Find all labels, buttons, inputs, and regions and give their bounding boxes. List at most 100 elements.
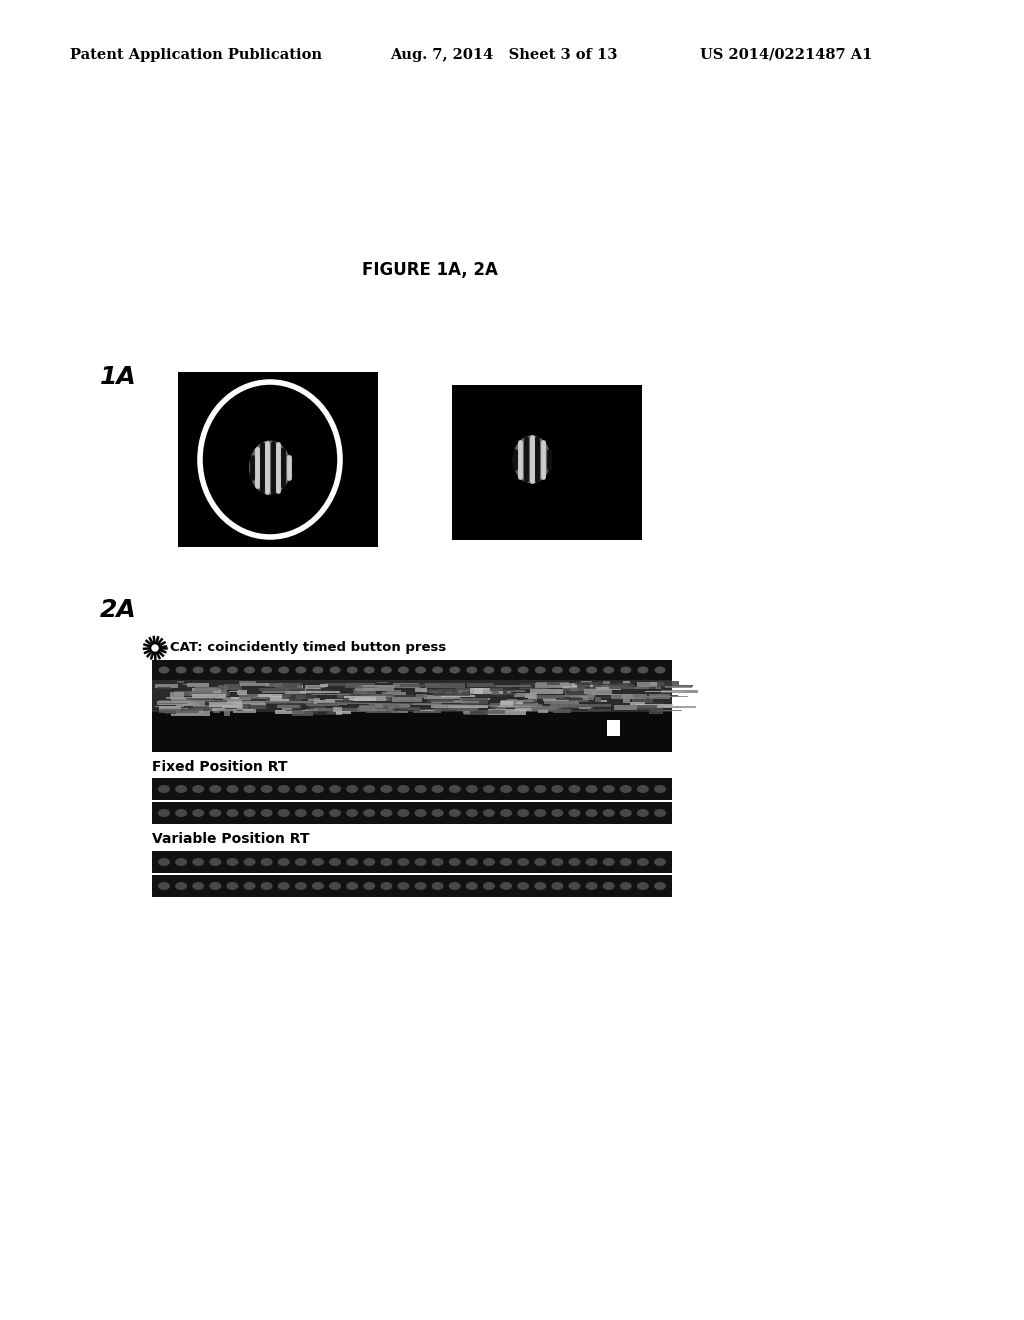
Bar (159, 709, 199, 713)
Bar (296, 694, 307, 698)
Bar (224, 684, 243, 690)
Ellipse shape (397, 809, 410, 817)
Ellipse shape (347, 667, 357, 673)
Bar (427, 700, 454, 702)
Text: US 2014/0221487 A1: US 2014/0221487 A1 (700, 48, 872, 62)
Ellipse shape (517, 809, 529, 817)
Bar (514, 693, 537, 697)
Bar (492, 689, 499, 694)
Bar (170, 692, 184, 697)
Ellipse shape (295, 882, 307, 890)
Bar (608, 685, 635, 689)
Bar (596, 688, 621, 690)
Bar (519, 682, 557, 688)
Bar (237, 704, 266, 709)
Ellipse shape (415, 858, 427, 866)
Bar (386, 690, 401, 693)
Ellipse shape (621, 667, 631, 673)
Bar (467, 684, 494, 688)
Ellipse shape (244, 882, 256, 890)
Ellipse shape (535, 809, 546, 817)
Bar (607, 685, 628, 688)
Bar (382, 692, 393, 694)
Bar (536, 682, 568, 688)
Bar (237, 690, 248, 694)
Bar (270, 696, 289, 701)
Bar (269, 698, 302, 704)
Ellipse shape (432, 667, 443, 673)
Bar (209, 702, 243, 708)
Bar (603, 681, 609, 684)
Bar (601, 700, 607, 702)
Bar (304, 696, 317, 698)
Bar (467, 690, 507, 697)
Bar (665, 706, 695, 708)
Bar (660, 706, 679, 709)
Ellipse shape (209, 809, 221, 817)
Bar (190, 692, 202, 696)
Bar (184, 708, 209, 711)
Text: Fixed Position RT: Fixed Position RT (152, 760, 288, 774)
Bar (415, 688, 427, 693)
Bar (309, 700, 349, 704)
Ellipse shape (329, 785, 341, 793)
Ellipse shape (244, 809, 256, 817)
Ellipse shape (312, 809, 324, 817)
Bar (408, 708, 421, 710)
Bar (356, 690, 376, 693)
Bar (155, 706, 184, 708)
Bar (377, 681, 388, 684)
Bar (662, 690, 698, 693)
Ellipse shape (329, 809, 341, 817)
Bar (633, 697, 652, 704)
Bar (486, 710, 505, 714)
Bar (176, 701, 205, 706)
Bar (587, 694, 594, 700)
Bar (607, 719, 620, 735)
Ellipse shape (637, 858, 649, 866)
Ellipse shape (551, 785, 563, 793)
Bar (425, 682, 465, 688)
Bar (286, 706, 302, 710)
Bar (525, 706, 553, 711)
Ellipse shape (380, 809, 392, 817)
Ellipse shape (568, 809, 581, 817)
Bar (205, 690, 227, 696)
Bar (355, 697, 389, 701)
Bar (571, 684, 593, 686)
Bar (413, 702, 442, 705)
Bar (546, 688, 552, 690)
Ellipse shape (364, 882, 375, 890)
Bar (630, 702, 645, 705)
Ellipse shape (397, 858, 410, 866)
Ellipse shape (158, 785, 170, 793)
Ellipse shape (551, 809, 563, 817)
Bar (359, 706, 395, 711)
Ellipse shape (432, 785, 443, 793)
Bar (528, 697, 538, 701)
Bar (591, 694, 626, 696)
Bar (663, 685, 693, 688)
Ellipse shape (312, 858, 324, 866)
Ellipse shape (261, 667, 272, 673)
Bar (292, 711, 312, 715)
Bar (223, 710, 230, 715)
Ellipse shape (466, 882, 478, 890)
Bar (377, 697, 394, 698)
Ellipse shape (586, 785, 598, 793)
Bar (563, 688, 586, 693)
Ellipse shape (397, 785, 410, 793)
Ellipse shape (654, 667, 666, 673)
Ellipse shape (158, 882, 170, 890)
Ellipse shape (432, 809, 443, 817)
Ellipse shape (586, 667, 597, 673)
Bar (242, 708, 253, 711)
Bar (152, 851, 672, 873)
Bar (190, 698, 209, 702)
Bar (392, 694, 422, 700)
Bar (470, 689, 483, 694)
Bar (500, 701, 513, 708)
Bar (276, 705, 300, 708)
Ellipse shape (415, 785, 427, 793)
Ellipse shape (415, 882, 427, 890)
